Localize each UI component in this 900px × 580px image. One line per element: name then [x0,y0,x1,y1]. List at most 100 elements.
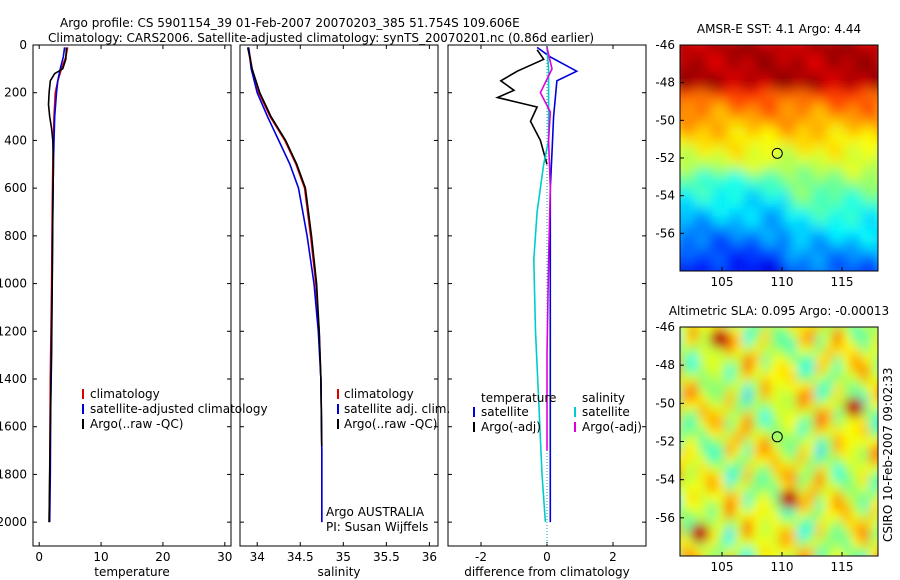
sst-cell [743,81,753,92]
sla-cell [851,455,861,466]
sla-cell [824,455,834,466]
sst-cell [716,252,726,263]
sla-cell [761,455,771,466]
sla-cell [806,546,816,556]
sla-cell [824,446,834,457]
depth-tick-label: 1400 [0,372,27,386]
sla-cell [869,381,878,393]
sst-cell [797,261,807,271]
sst-cell [851,135,861,146]
sla-cell [680,501,690,512]
sla-cell [842,519,852,530]
temperature-panel: 0 10 20 30 0 200 400 600 800 1000 1200 1400 1600 1800… [0,38,232,579]
sla-cell [824,381,834,393]
sst-cell [779,117,789,128]
sla-cell [770,473,780,484]
sla-cell [869,418,878,429]
depth-tick-label: 600 [4,181,27,195]
sla-cell [734,546,744,556]
sst-cell [842,189,852,200]
sst-cell [842,153,852,164]
title-line-1: Argo profile: CS 5901154_39 01-Feb-2007 … [60,16,520,30]
sla-cell [833,546,843,556]
sla-cell [806,482,816,493]
sst-cell [770,72,780,83]
sla-cell [680,345,690,356]
sla-cell [779,381,789,393]
sst-cell [752,207,762,218]
sst-cell [734,162,744,173]
sla-cell [725,482,735,493]
sla-cell [797,336,807,347]
sst-cell [824,189,834,200]
sla-cell [842,418,852,429]
sla-cell [806,381,816,393]
sst-cell [680,180,690,191]
sst-cell [743,252,753,263]
sla-cell [716,455,726,466]
sla-cell [860,546,870,556]
sla-cell [833,363,843,374]
sla-cell [743,501,753,512]
sst-cell [743,180,753,191]
sla-cell [716,510,726,521]
sla-cell [680,446,690,457]
sst-cell [752,45,762,46]
sla-cell [761,473,771,484]
sla-cell [815,427,825,438]
sla-cell [743,455,753,466]
sla-title: Altimetric SLA: 0.095 Argo: -0.00013 [669,304,889,318]
sla-cell [815,464,825,475]
sla-cell [851,363,861,374]
sst-cell [752,180,762,191]
sst-cell [707,126,717,137]
sla-cell [860,354,870,365]
sst-cell [815,198,825,209]
sla-cell [869,327,878,328]
sst-cell [779,45,789,56]
sst-map [680,45,888,271]
sst-cell [743,126,753,137]
sla-cell [743,473,753,484]
sla-cell [698,446,708,457]
sst-cell [869,72,878,83]
sst-cell [761,144,771,155]
sst-cell [689,261,699,271]
sla-cell [833,418,843,429]
sla-cell [797,363,807,374]
sla-cell [761,327,771,338]
sst-cell [707,207,717,218]
sst-cell [725,45,735,46]
sst-cell [698,72,708,83]
sla-cell [797,391,807,402]
sst-cell [734,99,744,110]
sla-cell [869,528,878,539]
sla-cell [833,473,843,484]
sst-cell [752,117,762,128]
sla-cell [725,427,735,438]
sla-cell [761,381,771,393]
sla-cell [743,327,753,328]
sst-cell [734,90,744,101]
sst-cell [788,189,798,200]
sla-cell [851,336,861,347]
sla-cell [797,409,807,420]
sla-cell [824,327,834,328]
sst-ytick-label: -56 [655,226,675,240]
sla-cell [860,491,870,503]
sst-cell [680,252,690,263]
sla-cell [869,354,878,365]
sst-cell [878,190,888,200]
sst-cell [833,126,843,137]
sst-cell [851,81,861,92]
sst-cell [860,234,870,245]
sla-cell [743,327,753,338]
sst-cell [761,171,771,182]
sst-cell [869,198,878,209]
sst-cell [815,45,825,46]
sst-ytick-label: -52 [655,151,675,165]
salinity-series-argo-raw-qc- [246,47,323,446]
sla-cell [698,345,708,356]
sst-cell [851,243,861,254]
sst-cell [698,162,708,173]
